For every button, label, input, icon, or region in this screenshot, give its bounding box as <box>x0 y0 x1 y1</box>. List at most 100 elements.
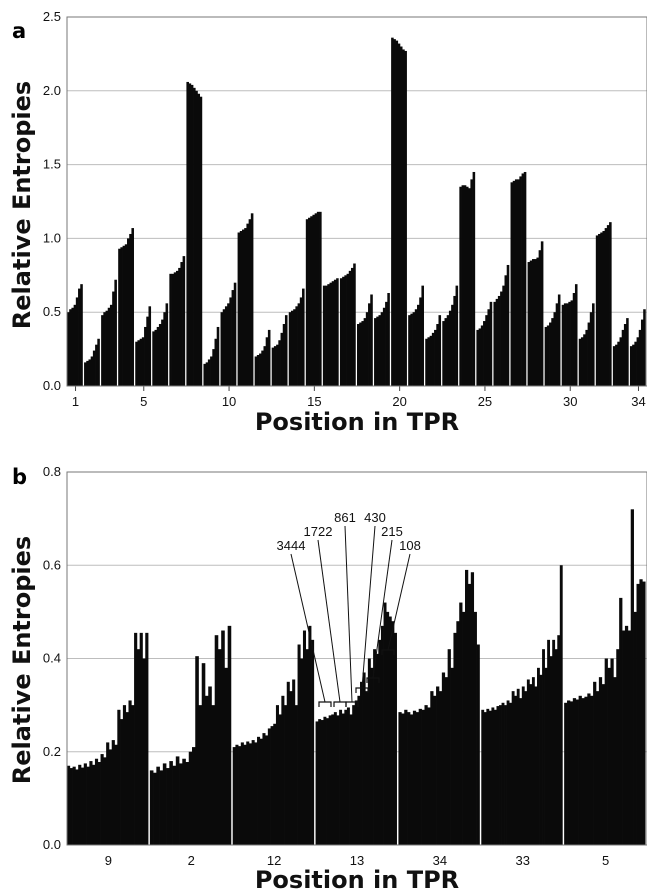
bar <box>421 285 424 386</box>
bar <box>476 644 480 845</box>
bar <box>106 742 110 845</box>
bar <box>415 712 420 845</box>
bar <box>583 334 586 386</box>
bar <box>84 362 87 386</box>
x-tick-label: 13 <box>350 853 364 868</box>
y-tick-label: 0.6 <box>43 557 61 572</box>
bar <box>587 322 591 386</box>
bar <box>292 679 296 845</box>
bar <box>566 303 569 386</box>
bar <box>305 219 309 386</box>
bar <box>427 707 431 845</box>
bar <box>642 581 646 845</box>
bar <box>152 331 155 386</box>
bar <box>569 701 574 845</box>
bar <box>370 667 374 845</box>
bar <box>506 264 510 386</box>
bar <box>339 709 343 845</box>
bar <box>256 355 260 386</box>
bar <box>92 764 96 845</box>
bar <box>259 353 262 386</box>
bar <box>517 179 520 386</box>
bar <box>243 744 247 845</box>
bar <box>315 721 319 845</box>
bar <box>188 83 192 387</box>
bar <box>293 309 296 386</box>
bar <box>80 767 85 845</box>
annotation-bracket <box>318 701 332 707</box>
bar <box>483 712 487 845</box>
bar <box>210 356 213 386</box>
bar <box>529 684 533 845</box>
bar <box>485 315 488 386</box>
bar <box>246 741 250 845</box>
bar <box>417 304 420 386</box>
panel-letter-a: a <box>12 19 26 43</box>
bar <box>378 315 382 386</box>
bar <box>120 247 123 386</box>
bar <box>111 740 115 845</box>
bar <box>173 272 177 386</box>
bar <box>127 238 130 386</box>
x-tick-label: 12 <box>267 853 281 868</box>
bar <box>331 714 335 845</box>
bar <box>97 338 100 386</box>
bar <box>489 301 493 386</box>
bar <box>107 307 111 386</box>
bar <box>462 611 466 846</box>
bar <box>578 338 582 386</box>
bar <box>311 639 315 845</box>
bar <box>193 87 196 386</box>
bar <box>239 231 243 386</box>
bar <box>67 312 70 386</box>
bar <box>374 318 377 386</box>
bar <box>537 667 540 845</box>
bar <box>538 250 542 386</box>
bar <box>201 663 206 845</box>
bar <box>468 188 471 386</box>
bar <box>199 96 203 386</box>
bar <box>305 649 309 845</box>
bar <box>431 332 435 386</box>
bar <box>436 686 440 845</box>
bar <box>297 303 301 386</box>
bar <box>216 326 220 386</box>
bar <box>488 710 492 845</box>
annotation-leader <box>290 553 326 703</box>
bar <box>178 267 181 386</box>
bar <box>473 611 477 846</box>
bar <box>585 329 588 386</box>
bar <box>514 695 518 845</box>
bar <box>95 344 98 386</box>
bar <box>598 233 601 386</box>
y-tick-label: 0.0 <box>43 837 61 852</box>
bar <box>294 705 298 846</box>
x-tick-label: 25 <box>478 394 492 409</box>
bar <box>430 691 434 845</box>
bar <box>171 273 175 386</box>
bar <box>112 291 115 386</box>
bar <box>496 706 500 845</box>
bar <box>329 282 333 386</box>
bar <box>145 632 149 845</box>
bar <box>570 300 574 386</box>
bar <box>336 278 339 386</box>
annotation-leader <box>372 539 393 679</box>
bar <box>486 708 490 845</box>
bar <box>524 691 528 845</box>
bar <box>204 695 209 845</box>
bar <box>463 185 467 386</box>
bar <box>632 344 635 386</box>
bar <box>175 756 180 845</box>
bar <box>361 321 364 386</box>
bar <box>271 347 275 386</box>
bar <box>190 84 194 387</box>
bar <box>242 229 245 386</box>
bar <box>156 766 160 845</box>
bar <box>318 719 322 845</box>
bar <box>146 316 149 386</box>
bar <box>609 222 612 386</box>
bar <box>438 691 443 845</box>
bar <box>621 329 625 386</box>
